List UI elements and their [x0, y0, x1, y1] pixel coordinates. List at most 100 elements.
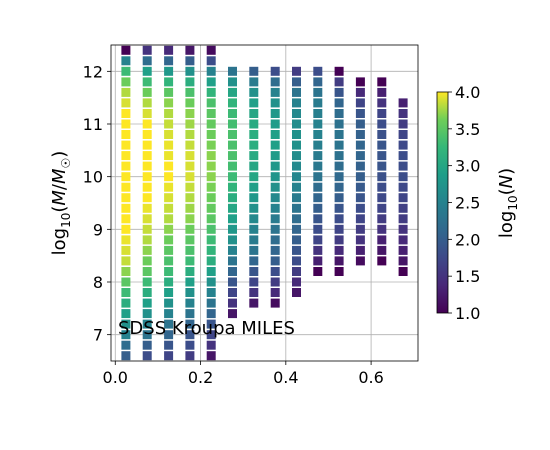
heatmap-cell	[164, 119, 174, 129]
heatmap-cell	[228, 309, 237, 319]
heatmap-cell	[121, 193, 131, 203]
heatmap-cell	[377, 109, 387, 118]
y-tick-label: 9	[93, 220, 103, 239]
heatmap-cell	[334, 193, 344, 203]
heatmap-cell	[185, 224, 195, 234]
heatmap-cell	[121, 172, 131, 182]
heatmap-cell	[142, 277, 152, 287]
heatmap-cell	[398, 267, 408, 276]
heatmap-cell	[164, 203, 174, 213]
heatmap-cell	[398, 161, 408, 171]
heatmap-cell	[228, 130, 237, 139]
heatmap-cell	[142, 288, 152, 297]
x-tick-label: 0.6	[358, 368, 383, 387]
heatmap-cell	[206, 245, 216, 255]
heatmap-cell	[121, 340, 131, 350]
heatmap-cell	[377, 235, 387, 245]
heatmap-cell	[185, 140, 195, 150]
heatmap-cell	[206, 298, 216, 308]
heatmap-cell	[164, 87, 174, 97]
heatmap-cell	[121, 45, 131, 55]
heatmap-cell	[164, 56, 174, 66]
heatmap-cell	[334, 161, 344, 171]
heatmap-cell	[313, 182, 323, 192]
heatmap-cell	[249, 256, 259, 266]
heatmap-cell	[185, 267, 195, 276]
heatmap-cell	[355, 130, 365, 139]
colorbar-tick-label: 1.0	[455, 304, 480, 323]
heatmap-cell	[206, 277, 216, 287]
heatmap-cell	[142, 87, 152, 97]
heatmap-cell	[249, 277, 259, 287]
heatmap-cell	[398, 98, 408, 108]
heatmap-cell	[292, 267, 301, 276]
heatmap-cell	[270, 256, 280, 266]
colorbar	[436, 91, 449, 314]
heatmap-cell	[377, 214, 387, 224]
heatmap-cell	[142, 66, 152, 76]
heatmap-cell	[228, 267, 237, 276]
colorbar-ticks: 1.0 1.5 2.0 2.5 3.0 3.5 4.0	[448, 83, 480, 323]
heatmap-cell	[185, 151, 195, 161]
heatmap-cell	[164, 245, 174, 255]
heatmap-cell	[313, 267, 323, 276]
heatmap-cell	[164, 224, 174, 234]
heatmap-cell	[355, 161, 365, 171]
heatmap-cell	[249, 119, 259, 129]
heatmap-cell	[206, 182, 216, 192]
heatmap-cell	[377, 130, 387, 139]
heatmap-cell	[228, 140, 237, 150]
colorbar-tick-label: 3.0	[455, 157, 480, 176]
heatmap-cell	[185, 172, 195, 182]
heatmap-cell	[121, 182, 131, 192]
heatmap-cell	[398, 256, 408, 266]
heatmap-cell	[270, 298, 280, 308]
heatmap-cell	[398, 109, 408, 118]
heatmap-cell	[228, 224, 237, 234]
heatmap-cell	[249, 140, 259, 150]
heatmap-cell	[313, 214, 323, 224]
heatmap-cell	[355, 224, 365, 234]
heatmap-cell	[270, 109, 280, 118]
heatmap-cell	[270, 66, 280, 76]
heatmap-cell	[142, 298, 152, 308]
heatmap-cell	[164, 182, 174, 192]
heatmap-cell	[249, 267, 259, 276]
heatmap-cell	[142, 98, 152, 108]
heatmap-cell	[206, 56, 216, 66]
y-tick-label: 10	[83, 168, 103, 187]
heatmap-cell	[313, 66, 323, 76]
heatmap-cell	[142, 245, 152, 255]
heatmap-cell	[164, 288, 174, 297]
heatmap-cell	[355, 98, 365, 108]
heatmap-cell	[206, 77, 216, 87]
heatmap-cell	[334, 172, 344, 182]
heatmap-cell	[334, 87, 344, 97]
heatmap-cell	[185, 288, 195, 297]
heatmap-cell	[249, 172, 259, 182]
heatmap-cell	[185, 245, 195, 255]
heatmap-cell	[249, 161, 259, 171]
heatmap-cell	[206, 87, 216, 97]
heatmap-cell	[121, 98, 131, 108]
heatmap-cell	[206, 109, 216, 118]
heatmap-cell	[142, 214, 152, 224]
x-tick-label: 0.2	[188, 368, 213, 387]
heatmap-cell	[185, 87, 195, 97]
x-axis: 0.0 0.2 0.4 0.6	[103, 361, 384, 387]
heatmap-cell	[206, 161, 216, 171]
heatmap-cell	[270, 87, 280, 97]
heatmap-cell	[121, 87, 131, 97]
heatmap-cell	[185, 66, 195, 76]
heatmap-cell	[185, 351, 195, 361]
heatmap-cell	[228, 151, 237, 161]
heatmap-cell	[185, 182, 195, 192]
colorbar-tick-label: 2.0	[455, 230, 480, 249]
heatmap-cell	[377, 203, 387, 213]
heatmap-cell	[313, 87, 323, 97]
colorbar-tick-label: 3.5	[455, 120, 480, 139]
heatmap-cell	[398, 245, 408, 255]
heatmap-cell	[334, 151, 344, 161]
heatmap-cell	[249, 214, 259, 224]
